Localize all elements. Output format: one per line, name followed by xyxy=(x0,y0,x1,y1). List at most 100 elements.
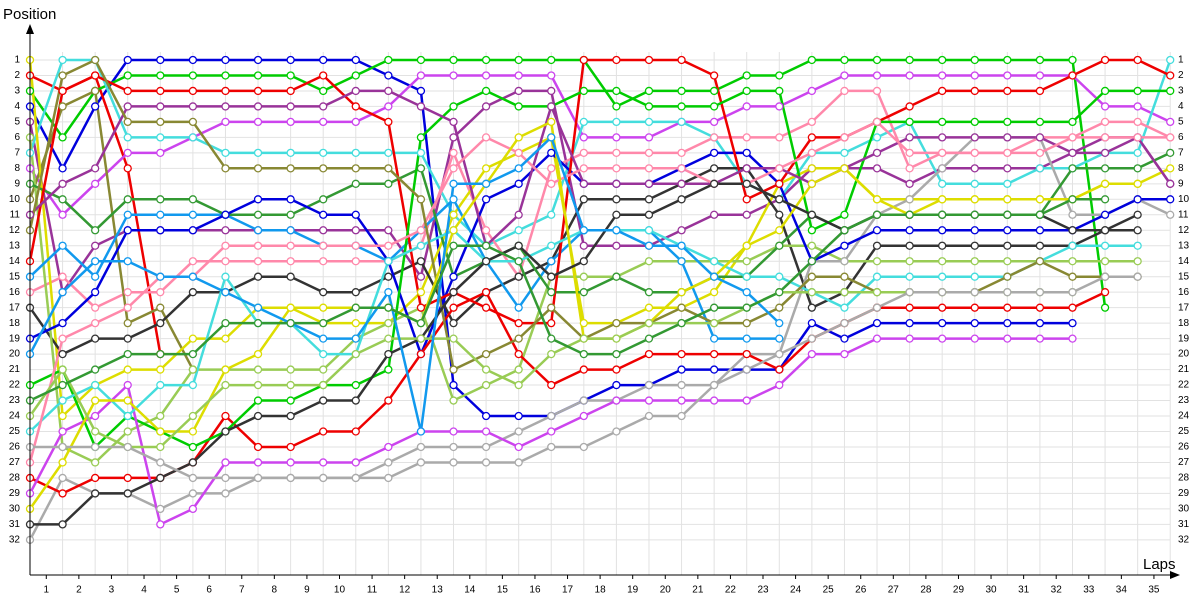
point xyxy=(579,396,588,405)
point xyxy=(253,396,263,405)
point xyxy=(286,195,295,204)
point xyxy=(1035,303,1045,312)
point xyxy=(221,164,230,173)
point xyxy=(156,71,165,80)
y-tick-label-right: 17 xyxy=(1178,302,1190,313)
point xyxy=(709,210,719,219)
point xyxy=(416,427,426,436)
point xyxy=(677,148,686,158)
point xyxy=(58,241,67,250)
point xyxy=(677,288,686,297)
y-axis-arrow xyxy=(26,24,34,34)
point xyxy=(1068,164,1077,173)
point xyxy=(58,411,67,421)
point xyxy=(644,102,654,111)
point xyxy=(253,442,263,452)
point xyxy=(579,411,588,421)
point xyxy=(775,380,784,390)
point xyxy=(872,133,882,142)
point xyxy=(872,272,882,281)
y-tick-label: 20 xyxy=(9,349,21,360)
point xyxy=(286,164,295,173)
point xyxy=(188,210,198,219)
y-tick-label-right: 6 xyxy=(1178,132,1184,143)
point xyxy=(644,164,654,173)
point xyxy=(449,396,458,405)
point xyxy=(384,365,393,374)
point xyxy=(807,272,817,281)
point xyxy=(481,226,491,235)
point xyxy=(644,318,654,328)
point xyxy=(742,71,751,80)
point xyxy=(970,148,979,158)
point xyxy=(481,86,491,96)
point xyxy=(188,411,198,421)
point xyxy=(1035,86,1045,96)
y-tick-label-right: 27 xyxy=(1178,457,1190,468)
point xyxy=(58,86,67,96)
point xyxy=(481,179,491,188)
x-tick-label: 19 xyxy=(627,585,639,596)
y-tick-label: 32 xyxy=(9,535,21,546)
y-tick-label: 25 xyxy=(9,426,21,437)
point xyxy=(612,55,621,65)
point xyxy=(384,288,393,297)
x-tick-label: 9 xyxy=(304,585,310,596)
point xyxy=(351,71,360,80)
point xyxy=(1003,318,1012,328)
point xyxy=(1068,133,1077,142)
point xyxy=(319,288,328,297)
point xyxy=(319,102,328,111)
point xyxy=(970,133,979,142)
point xyxy=(644,257,654,266)
point xyxy=(1100,55,1110,65)
point xyxy=(416,349,426,359)
point xyxy=(970,210,979,219)
point xyxy=(319,226,328,235)
point xyxy=(1068,288,1077,297)
point xyxy=(1100,272,1110,281)
point xyxy=(612,86,621,96)
point xyxy=(286,473,295,483)
point xyxy=(970,303,979,312)
point xyxy=(91,179,100,188)
point xyxy=(612,427,621,436)
point xyxy=(905,179,914,188)
point xyxy=(449,164,458,173)
point xyxy=(514,380,523,390)
point xyxy=(58,520,67,529)
point xyxy=(319,257,328,266)
point xyxy=(970,55,979,65)
point xyxy=(156,365,165,374)
point xyxy=(807,226,817,235)
point xyxy=(1166,195,1175,204)
point xyxy=(742,195,751,204)
point xyxy=(872,241,882,250)
point xyxy=(547,427,556,436)
point xyxy=(775,288,784,297)
point xyxy=(351,102,360,111)
point xyxy=(514,55,523,65)
point xyxy=(221,380,230,390)
x-tick-label: 2 xyxy=(76,585,82,596)
x-tick-label: 35 xyxy=(1148,585,1160,596)
point xyxy=(58,71,67,80)
point xyxy=(253,303,263,312)
point xyxy=(286,226,295,235)
x-tick-label: 27 xyxy=(888,585,900,596)
point xyxy=(123,365,132,374)
point xyxy=(807,179,817,188)
point xyxy=(677,241,686,250)
point xyxy=(91,365,100,374)
y-tick-label-right: 28 xyxy=(1178,473,1190,484)
point xyxy=(514,148,523,158)
y-tick-label-right: 12 xyxy=(1178,225,1190,236)
y-tick-label: 24 xyxy=(9,411,21,422)
point xyxy=(905,303,914,312)
x-tick-label: 23 xyxy=(757,585,769,596)
point xyxy=(742,257,751,266)
point xyxy=(775,133,784,142)
y-tick-label-right: 26 xyxy=(1178,442,1190,453)
point xyxy=(1068,226,1077,235)
point xyxy=(905,257,914,266)
